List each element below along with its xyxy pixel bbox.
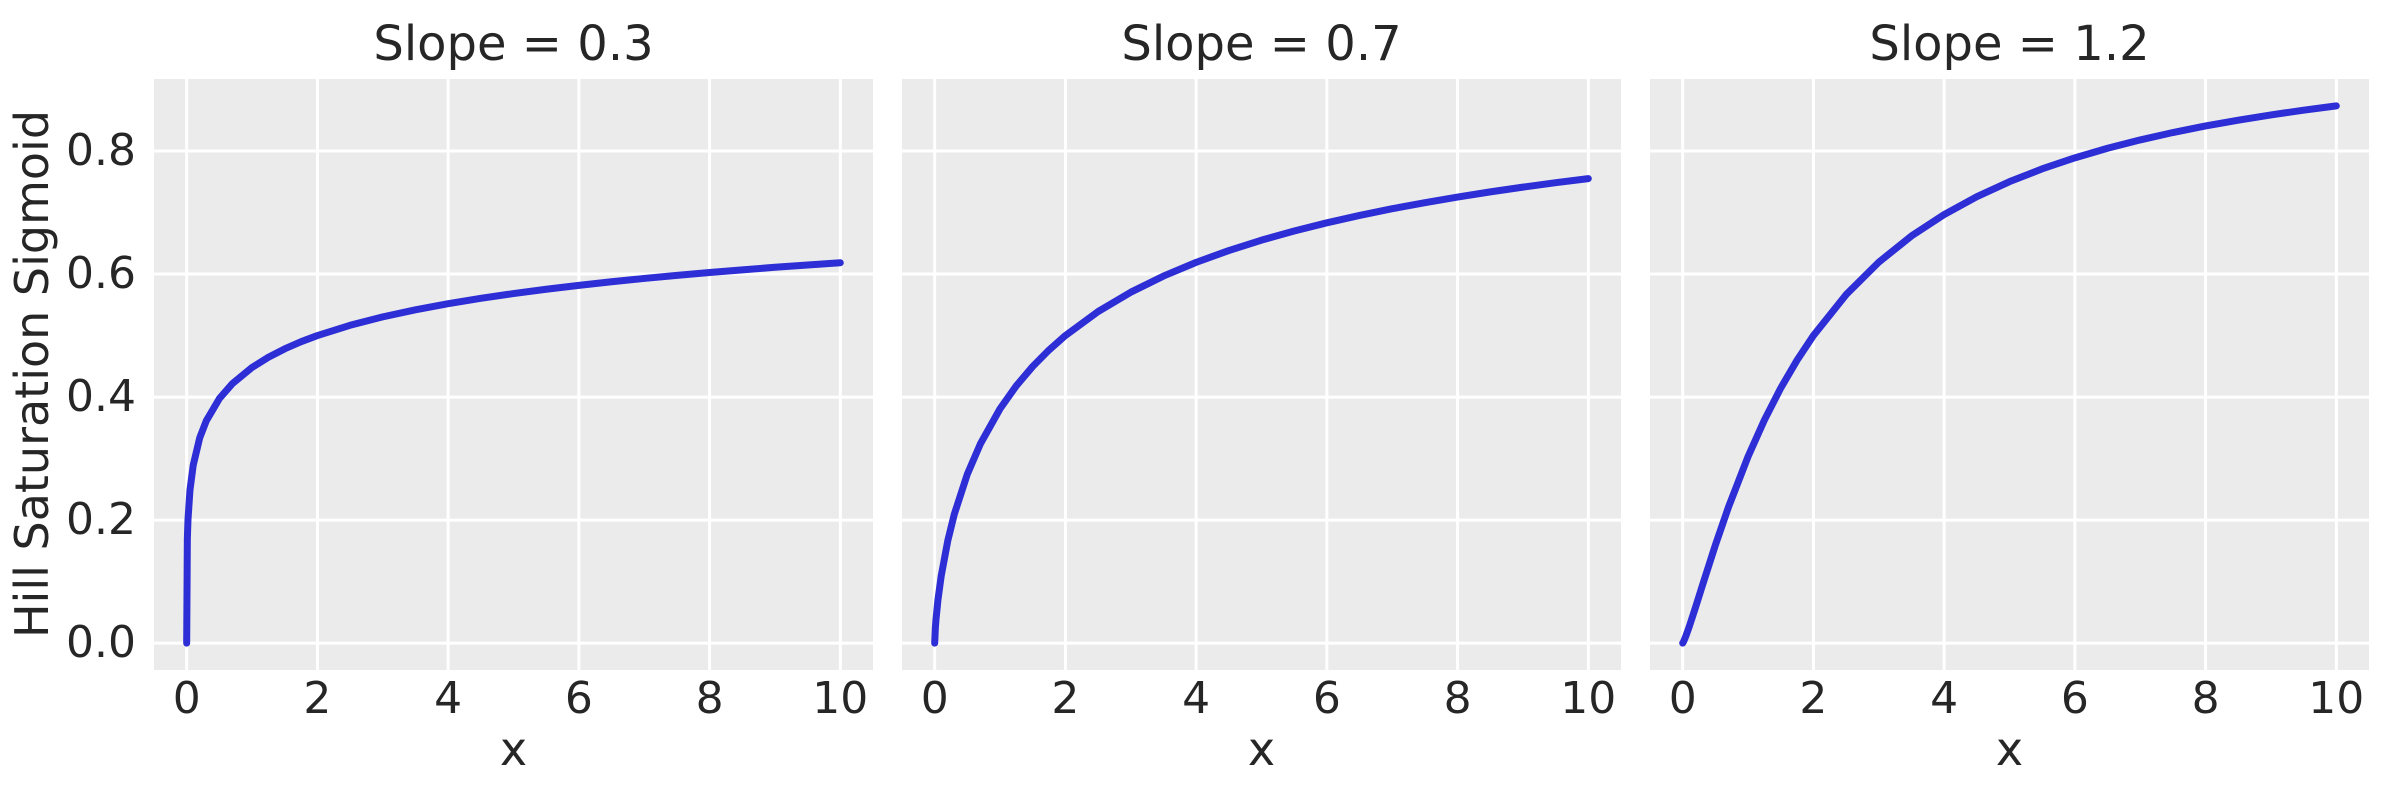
subplot-title: Slope = 0.7 — [1121, 16, 1402, 72]
hill-curve — [931, 175, 1592, 647]
x-tick-label: 10 — [812, 673, 869, 724]
x-tick-label: 4 — [1182, 673, 1211, 724]
y-tick-label: 0.6 — [66, 248, 136, 300]
y-axis-label: Hill Saturation Sigmoid — [5, 109, 59, 639]
y-tick-label: 0.4 — [66, 371, 136, 423]
x-tick-label: 6 — [1312, 673, 1341, 724]
x-axis-label: x — [1247, 722, 1276, 776]
y-tick-label: 0.2 — [66, 494, 136, 546]
x-tick-label: 2 — [1051, 673, 1080, 724]
x-tick-label: 0 — [172, 673, 201, 724]
plot-area — [902, 79, 1621, 670]
plot-area — [1650, 79, 2369, 670]
x-tick-labels: 0 2 4 6 8 10 — [902, 676, 1621, 726]
subplot-title: Slope = 0.3 — [373, 16, 654, 72]
x-tick-label: 10 — [1560, 673, 1617, 724]
hill-curve — [183, 259, 844, 647]
x-tick-labels: 0 2 4 6 8 10 — [1650, 676, 2369, 726]
x-tick-label: 4 — [434, 673, 463, 724]
x-tick-label: 10 — [2308, 673, 2365, 724]
x-tick-label: 8 — [695, 673, 724, 724]
y-tick-labels: 0.0 0.2 0.4 0.6 0.8 — [0, 0, 144, 800]
x-tick-label: 6 — [2060, 673, 2089, 724]
hill-curve — [1679, 102, 2340, 647]
subplot-slope-1-2: Slope = 1.2 0 2 4 6 8 10 x — [1650, 0, 2369, 800]
plot-area — [154, 79, 873, 670]
y-tick-label: 0.0 — [66, 617, 136, 669]
x-tick-label: 2 — [1799, 673, 1828, 724]
y-tick-label: 0.8 — [66, 125, 136, 176]
x-tick-label: 0 — [1668, 673, 1697, 724]
axes-background — [902, 79, 1621, 670]
x-tick-labels: 0 2 4 6 8 10 — [154, 676, 873, 726]
axes-background — [154, 79, 873, 670]
x-tick-label: 8 — [1443, 673, 1472, 724]
axes-background — [1650, 79, 2369, 670]
x-axis-label: x — [1995, 722, 2024, 776]
x-tick-label: 2 — [303, 673, 332, 724]
subplot-title: Slope = 1.2 — [1869, 16, 2150, 72]
subplot-slope-0-7: Slope = 0.7 0 2 4 6 8 10 x — [902, 0, 1621, 800]
subplot-slope-0-3: Slope = 0.3 0 2 4 6 8 10 x — [154, 0, 873, 800]
x-tick-label: 8 — [2191, 673, 2220, 724]
x-tick-label: 0 — [920, 673, 949, 724]
x-tick-label: 6 — [564, 673, 593, 724]
x-axis-label: x — [499, 722, 528, 776]
x-tick-label: 4 — [1930, 673, 1959, 724]
